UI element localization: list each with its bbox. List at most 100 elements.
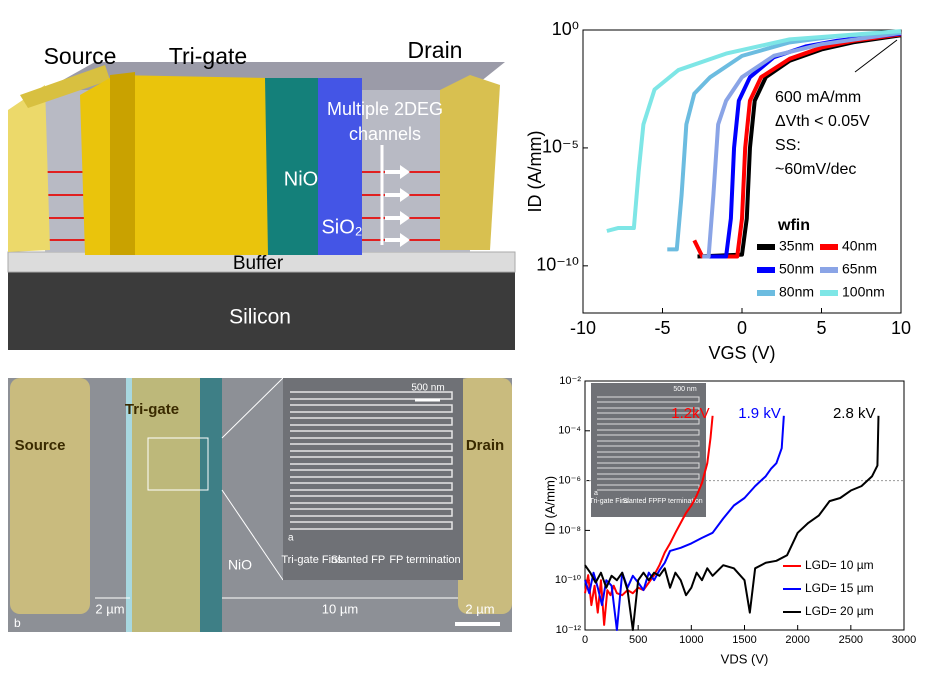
x-tick-label: 2500 xyxy=(839,634,863,646)
x-tick-label: 3000 xyxy=(892,634,916,646)
x-axis-label: VDS (V) xyxy=(721,651,769,666)
y-tick-label: 10⁻² xyxy=(559,375,581,387)
sio2-layer xyxy=(318,78,362,255)
sem-label-termination: FP termination xyxy=(389,554,460,566)
sem-inset-fins xyxy=(290,391,453,530)
series-line xyxy=(702,30,902,259)
sem-fin xyxy=(290,521,453,530)
source-pad xyxy=(8,85,50,252)
sem-fin xyxy=(290,404,453,413)
legend-label: 80nm xyxy=(779,284,814,300)
sem-fin xyxy=(290,417,453,426)
sem-label-panel: b xyxy=(14,616,21,630)
label-channels: channels xyxy=(349,124,421,144)
device-diagram: Source Tri-gate Drain Multiple 2DEG chan… xyxy=(7,37,516,350)
sem-tri-gate xyxy=(132,378,200,632)
tri-gate-shade xyxy=(110,72,135,255)
sem-edge xyxy=(126,378,132,632)
sem-label-gap: 2 µm xyxy=(95,601,124,616)
series-value-label: 1.9 kV xyxy=(738,405,781,422)
x-tick-label: -10 xyxy=(570,318,596,338)
annotation-pointer xyxy=(854,39,898,73)
label-drain: Drain xyxy=(408,37,463,63)
x-tick-label: 1500 xyxy=(732,634,756,646)
inset-scale: 500 nm xyxy=(673,386,697,393)
drain-pad xyxy=(440,75,500,250)
y-tick-label: 10⁻¹⁰ xyxy=(555,574,582,586)
y-tick-label: 10⁻⁶ xyxy=(558,475,581,487)
legend-label: 100nm xyxy=(842,284,885,300)
y-axis-label: ID (A/mm) xyxy=(525,131,545,213)
inset-fin xyxy=(597,462,700,469)
inset-fin xyxy=(597,440,700,447)
x-tick-label: 2000 xyxy=(785,634,809,646)
y-tick-label: 10⁰ xyxy=(552,19,579,39)
inset-fin xyxy=(597,429,700,436)
x-tick-label: 0 xyxy=(737,318,747,338)
sem-fin xyxy=(290,469,453,478)
y-tick-label: 10⁻⁸ xyxy=(558,524,581,536)
sem-zoom-line xyxy=(221,377,284,439)
legend-label: LGD= 10 µm xyxy=(805,558,874,572)
source-fins xyxy=(20,65,110,108)
label-sio2: SiO₂ xyxy=(321,216,362,238)
sem-fin xyxy=(290,508,453,517)
inset-fin xyxy=(597,473,700,480)
sem-label-slanted: Slanted FP xyxy=(331,554,385,566)
annotation: 600 mA/mm xyxy=(775,89,861,106)
sem-fin xyxy=(290,391,453,400)
sem-label-gap: 10 µm xyxy=(322,601,358,616)
y-tick-label: 10⁻⁵ xyxy=(542,137,579,157)
annotation: ΔVth < 0.05V xyxy=(775,113,870,130)
sem-fin xyxy=(290,456,453,465)
annotation: SS: xyxy=(775,137,801,154)
sem-zoom-line xyxy=(221,489,284,581)
sem-label-fins: Tri-gate Fins xyxy=(281,554,343,566)
legend-title: wfin xyxy=(777,217,810,234)
sem-label-panel: a xyxy=(288,533,294,544)
series-value-label: 2.8 kV xyxy=(833,405,876,422)
inset-slanted: Slanted FP xyxy=(623,498,658,505)
sem-fin xyxy=(290,482,453,491)
legend-label: LGD= 15 µm xyxy=(805,581,874,595)
y-tick-label: 10⁻¹⁰ xyxy=(536,255,579,275)
inset-termination: FP termination xyxy=(657,498,702,505)
annotation: ~60mV/dec xyxy=(775,161,856,178)
x-tick-label: -5 xyxy=(654,318,670,338)
inset-fin xyxy=(597,451,700,458)
sem-inset xyxy=(283,378,463,580)
series-value-label: 1.2kV xyxy=(671,405,709,422)
x-axis-label: VGS (V) xyxy=(708,343,775,363)
nio-layer xyxy=(265,78,320,255)
x-tick-label: 1000 xyxy=(679,634,703,646)
inset-fin xyxy=(597,418,700,425)
x-tick-label: 5 xyxy=(816,318,826,338)
sem-source-pad xyxy=(10,378,90,614)
label-tri-gate: Tri-gate xyxy=(169,43,247,69)
y-tick-label: 10⁻⁴ xyxy=(558,425,581,437)
inset-fin xyxy=(597,407,700,414)
x-tick-label: 500 xyxy=(629,634,647,646)
label-nio: NiO xyxy=(284,168,318,190)
sem-label-source: Source xyxy=(15,437,66,454)
x-tick-label: 10 xyxy=(891,318,911,338)
channel-arrows xyxy=(385,165,410,247)
legend-label: 35nm xyxy=(779,238,814,254)
sem-fin xyxy=(290,443,453,452)
sem-image: Source Tri-gate Drain NiO 500 nm a Tri-g… xyxy=(8,377,512,632)
sem-nio xyxy=(200,378,222,632)
label-silicon: Silicon xyxy=(229,306,291,329)
sem-label-gap: 2 µm xyxy=(465,601,494,616)
silicon-block xyxy=(8,272,515,350)
sem-label-scale: 500 nm xyxy=(411,383,444,394)
inset-panel: a xyxy=(594,490,598,497)
inset-image xyxy=(591,383,706,517)
sem-label-tri-gate: Tri-gate xyxy=(125,401,179,418)
legend-label: LGD= 20 µm xyxy=(805,604,874,618)
tri-gate xyxy=(80,75,270,255)
legend-label: 65nm xyxy=(842,261,877,277)
inset-fins: Tri-gate Fins xyxy=(589,498,629,505)
series-line xyxy=(584,415,714,626)
sem-drain-pad xyxy=(458,378,512,614)
